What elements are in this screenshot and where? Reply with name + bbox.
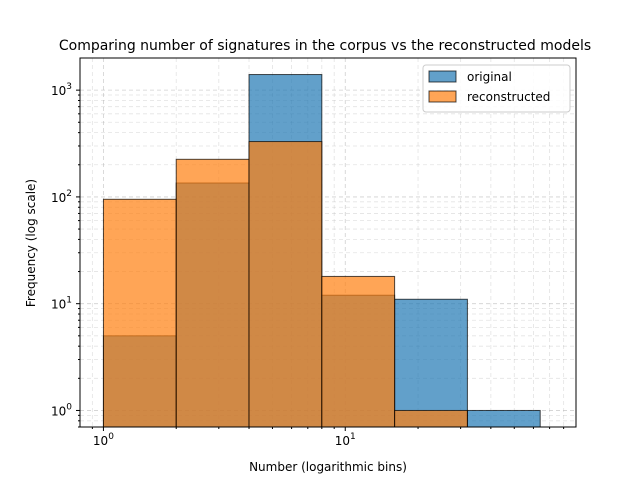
x-tick-label: 100 xyxy=(93,432,114,448)
y-tick-label: 103 xyxy=(51,82,72,98)
legend: original reconstructed xyxy=(422,64,571,113)
reconstructed-bar xyxy=(175,158,250,428)
reconstructed-bar xyxy=(248,141,323,428)
legend-label-reconstructed: reconstructed xyxy=(467,90,550,104)
legend-label-original: original xyxy=(467,70,512,84)
reconstructed-bar xyxy=(321,275,396,428)
y-axis-label: Frequency (log scale) xyxy=(24,179,38,307)
plot-frame xyxy=(79,57,577,428)
y-tick-label: 102 xyxy=(51,189,72,205)
reconstructed-bar xyxy=(394,409,468,428)
y-tick-label: 101 xyxy=(51,296,72,312)
bars xyxy=(102,74,541,428)
original-bar xyxy=(466,409,541,428)
legend-box xyxy=(422,64,571,113)
legend-swatch-reconstructed xyxy=(428,90,457,103)
legend-swatch-original xyxy=(428,70,457,83)
original-bar xyxy=(394,298,468,428)
x-tick-label: 101 xyxy=(335,432,356,448)
chart-title: Comparing number of signatures in the co… xyxy=(59,38,591,54)
x-axis-label: Number (logarithmic bins) xyxy=(249,460,407,474)
y-tick-label: 100 xyxy=(51,402,72,418)
reconstructed-bar xyxy=(102,198,177,428)
